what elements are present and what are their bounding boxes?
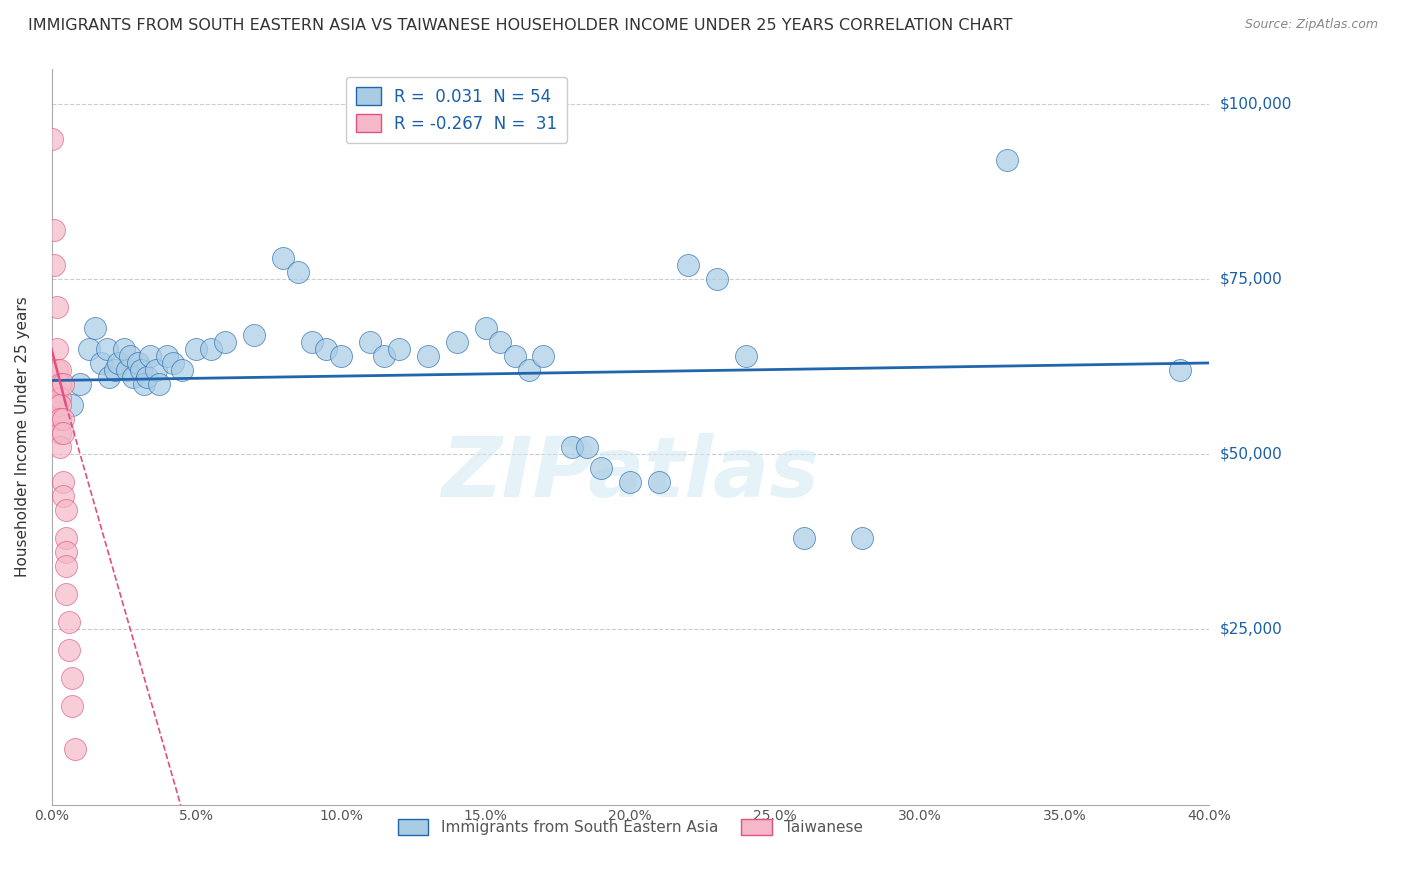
Point	[148, 376, 170, 391]
Point	[474, 321, 496, 335]
Point	[84, 321, 107, 335]
Point	[46, 363, 69, 377]
Point	[793, 531, 815, 545]
Point	[489, 334, 512, 349]
Point	[55, 559, 77, 574]
Point	[287, 265, 309, 279]
Point	[46, 398, 69, 412]
Point	[52, 425, 75, 440]
Text: Source: ZipAtlas.com: Source: ZipAtlas.com	[1244, 18, 1378, 31]
Point	[63, 741, 86, 756]
Point	[52, 489, 75, 503]
Point	[416, 349, 439, 363]
Point	[648, 475, 671, 490]
Point	[127, 356, 149, 370]
Point	[55, 587, 77, 601]
Point	[44, 258, 66, 272]
Point	[60, 699, 83, 714]
Point	[49, 412, 72, 426]
Point	[995, 153, 1018, 167]
Point	[136, 370, 159, 384]
Point	[575, 440, 598, 454]
Point	[676, 258, 699, 272]
Point	[156, 349, 179, 363]
Point	[58, 615, 80, 630]
Point	[851, 531, 873, 545]
Point	[446, 334, 468, 349]
Point	[388, 342, 411, 356]
Point	[503, 349, 526, 363]
Text: $25,000: $25,000	[1220, 622, 1282, 637]
Point	[104, 363, 127, 377]
Point	[77, 342, 100, 356]
Point	[55, 531, 77, 545]
Point	[170, 363, 193, 377]
Point	[315, 342, 337, 356]
Point	[129, 363, 152, 377]
Point	[118, 349, 141, 363]
Point	[162, 356, 184, 370]
Point	[145, 363, 167, 377]
Point	[243, 327, 266, 342]
Point	[561, 440, 583, 454]
Point	[139, 349, 162, 363]
Point	[49, 425, 72, 440]
Point	[301, 334, 323, 349]
Point	[52, 475, 75, 490]
Text: IMMIGRANTS FROM SOUTH EASTERN ASIA VS TAIWANESE HOUSEHOLDER INCOME UNDER 25 YEAR: IMMIGRANTS FROM SOUTH EASTERN ASIA VS TA…	[28, 18, 1012, 33]
Point	[121, 370, 143, 384]
Point	[55, 503, 77, 517]
Text: $50,000: $50,000	[1220, 447, 1282, 461]
Point	[46, 342, 69, 356]
Point	[214, 334, 236, 349]
Point	[134, 376, 156, 391]
Point	[55, 545, 77, 559]
Point	[186, 342, 208, 356]
Point	[46, 384, 69, 398]
Point	[52, 376, 75, 391]
Text: ZIPatlas: ZIPatlas	[441, 433, 820, 514]
Point	[49, 391, 72, 405]
Point	[41, 131, 63, 145]
Text: $100,000: $100,000	[1220, 96, 1292, 112]
Point	[90, 356, 112, 370]
Point	[115, 363, 138, 377]
Point	[359, 334, 381, 349]
Point	[619, 475, 641, 490]
Point	[49, 440, 72, 454]
Point	[49, 363, 72, 377]
Point	[44, 223, 66, 237]
Point	[58, 643, 80, 657]
Point	[49, 398, 72, 412]
Point	[46, 300, 69, 314]
Legend: R =  0.031  N = 54, R = -0.267  N =  31: R = 0.031 N = 54, R = -0.267 N = 31	[346, 77, 568, 143]
Text: $75,000: $75,000	[1220, 271, 1282, 286]
Point	[46, 412, 69, 426]
Point	[60, 672, 83, 686]
Point	[706, 272, 728, 286]
Point	[112, 342, 135, 356]
Point	[373, 349, 395, 363]
Point	[49, 376, 72, 391]
Point	[60, 398, 83, 412]
Point	[271, 251, 294, 265]
Point	[735, 349, 758, 363]
Point	[1168, 363, 1191, 377]
Point	[591, 461, 613, 475]
Point	[517, 363, 540, 377]
Y-axis label: Householder Income Under 25 years: Householder Income Under 25 years	[15, 296, 30, 577]
Point	[107, 356, 129, 370]
Point	[52, 412, 75, 426]
Point	[200, 342, 222, 356]
Point	[96, 342, 118, 356]
Point	[329, 349, 352, 363]
Point	[69, 376, 91, 391]
Point	[533, 349, 555, 363]
Point	[98, 370, 121, 384]
